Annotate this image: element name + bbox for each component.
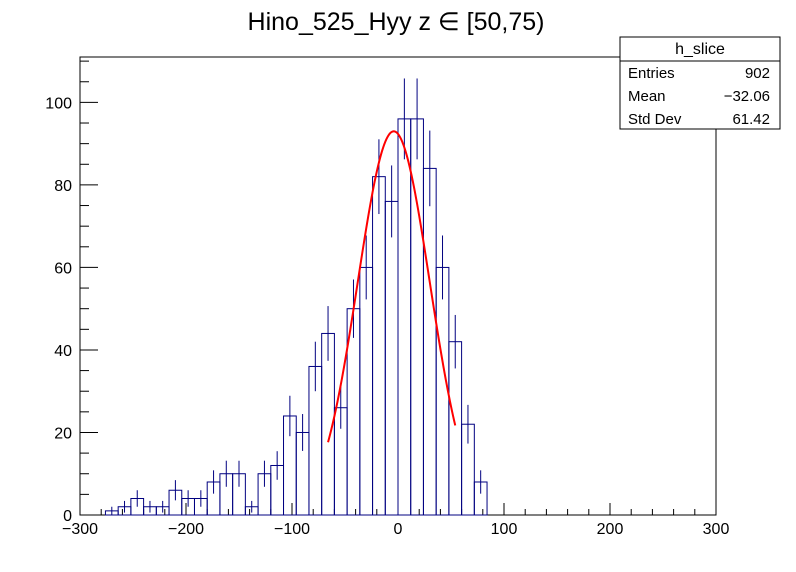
- chart-title: Hino_525_Hyy z ∈ [50,75): [248, 8, 545, 36]
- x-tick-label: −300: [62, 521, 98, 538]
- stats-box-title: h_slice: [675, 41, 725, 58]
- stats-box: h_slice Entries 902 Mean −32.06 Std Dev …: [619, 36, 781, 130]
- stats-entries-value: 902: [745, 65, 770, 82]
- stats-entries-label: Entries: [628, 65, 675, 82]
- x-tick-label: −200: [168, 521, 204, 538]
- y-tick-label: 20: [54, 425, 72, 442]
- histogram-bar: [422, 167, 437, 516]
- y-tick-label: 80: [54, 178, 72, 195]
- histogram-bar: [397, 118, 412, 516]
- x-tick-label: 0: [394, 521, 403, 538]
- y-tick-label: 60: [54, 260, 72, 277]
- histogram: [104, 118, 488, 516]
- histogram-bar: [359, 266, 374, 516]
- y-tick-label: 100: [45, 95, 72, 112]
- histogram-bar: [384, 200, 399, 516]
- x-tick-label: 100: [491, 521, 518, 538]
- stats-mean-value: −32.06: [724, 88, 770, 105]
- x-tick-label: 300: [703, 521, 730, 538]
- error-bars: [111, 78, 482, 515]
- stats-stddev-value: 61.42: [732, 111, 770, 128]
- stats-box-frame: [619, 36, 781, 130]
- y-tick-label: 40: [54, 343, 72, 360]
- x-tick-label: −100: [274, 521, 310, 538]
- stats-mean-label: Mean: [628, 88, 666, 105]
- stats-stddev-label: Std Dev: [628, 111, 682, 128]
- gaussian-fit-curve: [327, 130, 457, 443]
- axes: −300 −200 −100 0 100 200 300 0 20 40 60 80 100: [45, 60, 730, 538]
- histogram-bar: [372, 176, 386, 516]
- x-tick-label: 200: [597, 521, 624, 538]
- y-tick-label: 0: [63, 508, 72, 525]
